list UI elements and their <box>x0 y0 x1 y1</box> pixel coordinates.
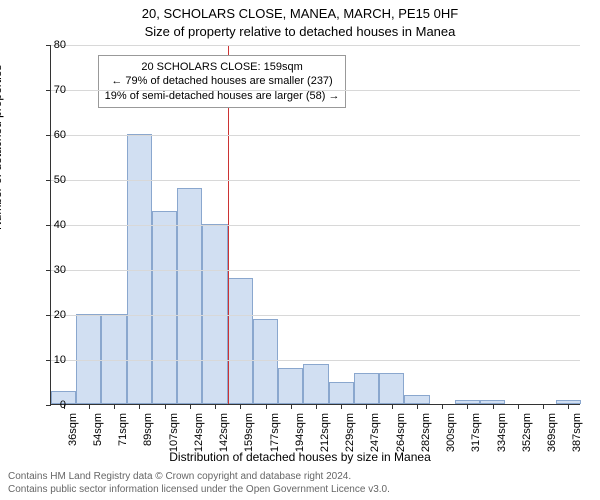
x-tick-mark <box>316 404 317 409</box>
x-tick-label: 177sqm <box>269 413 281 473</box>
x-tick-mark <box>543 404 544 409</box>
x-tick-label: 300sqm <box>445 413 457 473</box>
gridline <box>51 90 580 91</box>
histogram-bar <box>177 188 202 404</box>
gridline <box>51 135 580 136</box>
histogram-bar <box>303 364 328 405</box>
annotation-line-1: 20 SCHOLARS CLOSE: 159sqm <box>105 60 340 74</box>
attribution-line-1: Contains HM Land Registry data © Crown c… <box>8 470 390 483</box>
histogram-bar <box>152 211 177 405</box>
x-tick-mark <box>493 404 494 409</box>
gridline <box>51 180 580 181</box>
histogram-bar <box>354 373 379 405</box>
y-tick-label: 20 <box>36 309 66 321</box>
x-tick-mark <box>442 404 443 409</box>
y-tick-label: 10 <box>36 354 66 366</box>
x-tick-label: 247sqm <box>369 413 381 473</box>
x-tick-mark <box>266 404 267 409</box>
plot-area: 20 SCHOLARS CLOSE: 159sqm ← 79% of detac… <box>50 45 580 405</box>
x-tick-mark <box>114 404 115 409</box>
attribution-line-2: Contains public sector information licen… <box>8 483 390 496</box>
x-tick-label: 334sqm <box>496 413 508 473</box>
gridline <box>51 270 580 271</box>
x-tick-label: 352sqm <box>521 413 533 473</box>
chart-container: 20, SCHOLARS CLOSE, MANEA, MARCH, PE15 0… <box>0 0 600 500</box>
histogram-bar <box>228 278 253 404</box>
x-tick-label: 387sqm <box>571 413 583 473</box>
histogram-bar <box>76 314 101 404</box>
x-tick-mark <box>165 404 166 409</box>
y-tick-label: 80 <box>36 39 66 51</box>
x-tick-mark <box>240 404 241 409</box>
annotation-line-2: ← 79% of detached houses are smaller (23… <box>105 74 340 88</box>
x-tick-label: 36sqm <box>67 413 79 473</box>
histogram-bar <box>202 224 227 404</box>
x-tick-label: 317sqm <box>470 413 482 473</box>
histogram-bar <box>404 395 429 404</box>
histogram-bar <box>253 319 278 405</box>
x-tick-mark <box>341 404 342 409</box>
x-tick-mark <box>417 404 418 409</box>
gridline <box>51 360 580 361</box>
y-tick-label: 70 <box>36 84 66 96</box>
x-tick-mark <box>366 404 367 409</box>
histogram-bar <box>101 314 126 404</box>
histogram-bar <box>329 382 354 405</box>
x-tick-label: 229sqm <box>344 413 356 473</box>
gridline <box>51 225 580 226</box>
histogram-bar <box>127 134 152 404</box>
x-tick-label: 142sqm <box>218 413 230 473</box>
x-tick-mark <box>139 404 140 409</box>
gridline <box>51 315 580 316</box>
x-tick-label: 264sqm <box>395 413 407 473</box>
x-tick-mark <box>568 404 569 409</box>
x-tick-mark <box>215 404 216 409</box>
x-tick-mark <box>190 404 191 409</box>
x-tick-label: 124sqm <box>193 413 205 473</box>
x-tick-label: 369sqm <box>546 413 558 473</box>
x-tick-mark <box>89 404 90 409</box>
histogram-bar <box>278 368 303 404</box>
x-tick-label: 159sqm <box>243 413 255 473</box>
x-tick-label: 212sqm <box>319 413 331 473</box>
x-tick-label: 282sqm <box>420 413 432 473</box>
x-tick-mark <box>467 404 468 409</box>
x-tick-mark <box>392 404 393 409</box>
y-tick-label: 40 <box>36 219 66 231</box>
y-tick-label: 30 <box>36 264 66 276</box>
x-tick-label: 71sqm <box>117 413 129 473</box>
attribution: Contains HM Land Registry data © Crown c… <box>8 470 390 496</box>
x-tick-mark <box>291 404 292 409</box>
x-tick-label: 107sqm <box>168 413 180 473</box>
histogram-bar <box>379 373 404 405</box>
chart-title-2: Size of property relative to detached ho… <box>0 24 600 39</box>
y-tick-label: 60 <box>36 129 66 141</box>
x-tick-label: 54sqm <box>92 413 104 473</box>
gridline <box>51 45 580 46</box>
y-tick-label: 50 <box>36 174 66 186</box>
chart-title-1: 20, SCHOLARS CLOSE, MANEA, MARCH, PE15 0… <box>0 6 600 21</box>
x-tick-label: 194sqm <box>294 413 306 473</box>
y-axis-label: Number of detached properties <box>0 65 4 230</box>
x-tick-mark <box>518 404 519 409</box>
y-tick-label: 0 <box>36 399 66 411</box>
annotation-box: 20 SCHOLARS CLOSE: 159sqm ← 79% of detac… <box>98 55 347 108</box>
x-tick-label: 89sqm <box>142 413 154 473</box>
